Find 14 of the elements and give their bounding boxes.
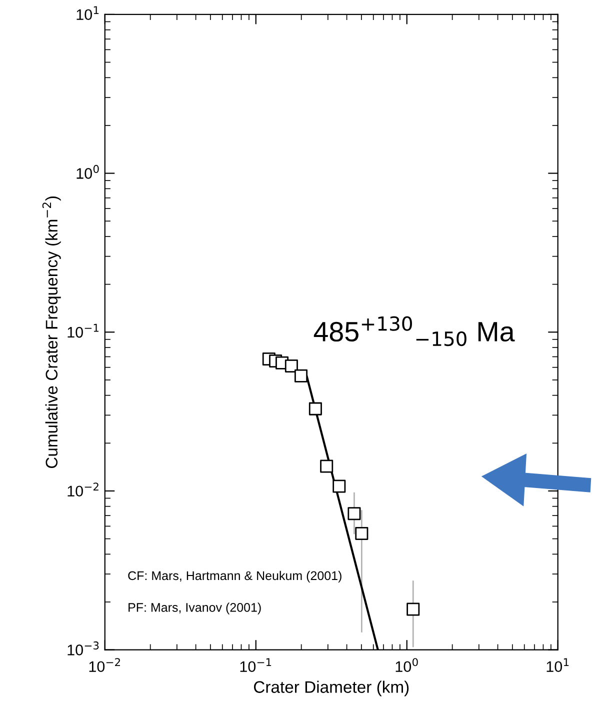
y-tick-label: 10$^{−2}$ [68,482,98,497]
y-tick-label: 10$^{−1}$ [68,324,98,338]
x-tick-label: 10$^{1}$ [546,658,569,672]
annotation: CF: Mars, Hartmann & Neukum (2001) [128,570,342,583]
y-tick-label: 10$^{1}$ [76,6,99,20]
annotation: PF: Mars, Ivanov (2001) [128,602,261,614]
y-tick-label: 10$^{−3}$ [68,641,99,656]
y-axis-title: Cumulative Crater Frequency (km$^{−2}$) [42,196,61,468]
x-tick-label: 10$^{−1}$ [240,658,272,672]
x-tick-label: 10$^{0}$ [396,658,418,672]
annotation: 485$^{+130}$$_{−150}$ Ma [314,316,515,346]
x-tick-label: 10$^{−2}$ [89,658,120,672]
x-axis-title: Crater Diameter (km) [254,680,409,696]
y-tick-label: 10$^{0}$ [76,164,99,179]
